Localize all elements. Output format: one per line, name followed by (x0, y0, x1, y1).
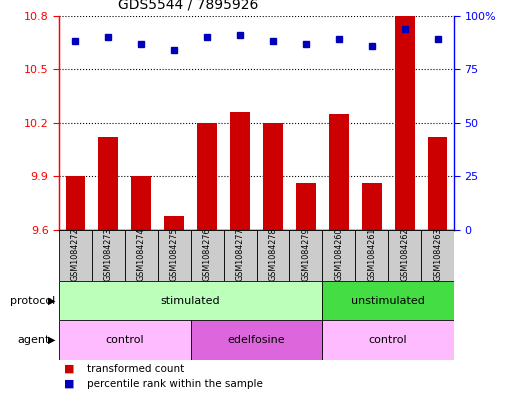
Bar (125, 230, 158, 281)
Bar (355, 230, 388, 281)
Text: stimulated: stimulated (161, 296, 221, 306)
Bar (197, 123, 217, 230)
Text: GSM1084273: GSM1084273 (104, 228, 113, 281)
Bar (59, 281, 322, 320)
Bar (230, 112, 250, 230)
Bar (289, 230, 322, 281)
Bar (263, 123, 283, 230)
Text: GSM1084274: GSM1084274 (137, 228, 146, 281)
Text: GSM1084275: GSM1084275 (170, 228, 179, 281)
Bar (164, 216, 184, 230)
Bar (158, 230, 191, 281)
Bar (256, 230, 289, 281)
Bar (191, 320, 322, 360)
Text: control: control (106, 335, 144, 345)
Bar (59, 320, 191, 360)
Text: GSM1084263: GSM1084263 (433, 228, 442, 281)
Text: GSM1084260: GSM1084260 (334, 228, 343, 281)
Text: percentile rank within the sample: percentile rank within the sample (87, 378, 263, 389)
Bar (394, 16, 415, 230)
Text: GSM1084261: GSM1084261 (367, 228, 376, 281)
Bar (428, 137, 447, 230)
Bar (362, 184, 382, 230)
Text: ▶: ▶ (48, 335, 55, 345)
Bar (322, 281, 454, 320)
Text: ▶: ▶ (48, 296, 55, 306)
Text: protocol: protocol (10, 296, 55, 306)
Text: GSM1084262: GSM1084262 (400, 228, 409, 281)
Bar (98, 137, 118, 230)
Bar (329, 114, 349, 230)
Bar (92, 230, 125, 281)
Text: ■: ■ (64, 364, 74, 374)
Bar (191, 230, 224, 281)
Text: ■: ■ (64, 378, 74, 389)
Bar (224, 230, 256, 281)
Bar (66, 176, 85, 230)
Text: GSM1084277: GSM1084277 (235, 228, 245, 281)
Text: GDS5544 / 7895926: GDS5544 / 7895926 (118, 0, 259, 12)
Bar (131, 176, 151, 230)
Text: transformed count: transformed count (87, 364, 185, 374)
Text: GSM1084279: GSM1084279 (301, 228, 310, 281)
Bar (59, 230, 92, 281)
Bar (322, 230, 355, 281)
Bar (421, 230, 454, 281)
Text: GSM1084272: GSM1084272 (71, 228, 80, 281)
Text: control: control (369, 335, 407, 345)
Text: GSM1084276: GSM1084276 (203, 228, 212, 281)
Text: edelfosine: edelfosine (228, 335, 285, 345)
Text: unstimulated: unstimulated (351, 296, 425, 306)
Bar (296, 184, 315, 230)
Bar (388, 230, 421, 281)
Text: GSM1084278: GSM1084278 (268, 228, 278, 281)
Text: agent: agent (17, 335, 49, 345)
Bar (322, 320, 454, 360)
